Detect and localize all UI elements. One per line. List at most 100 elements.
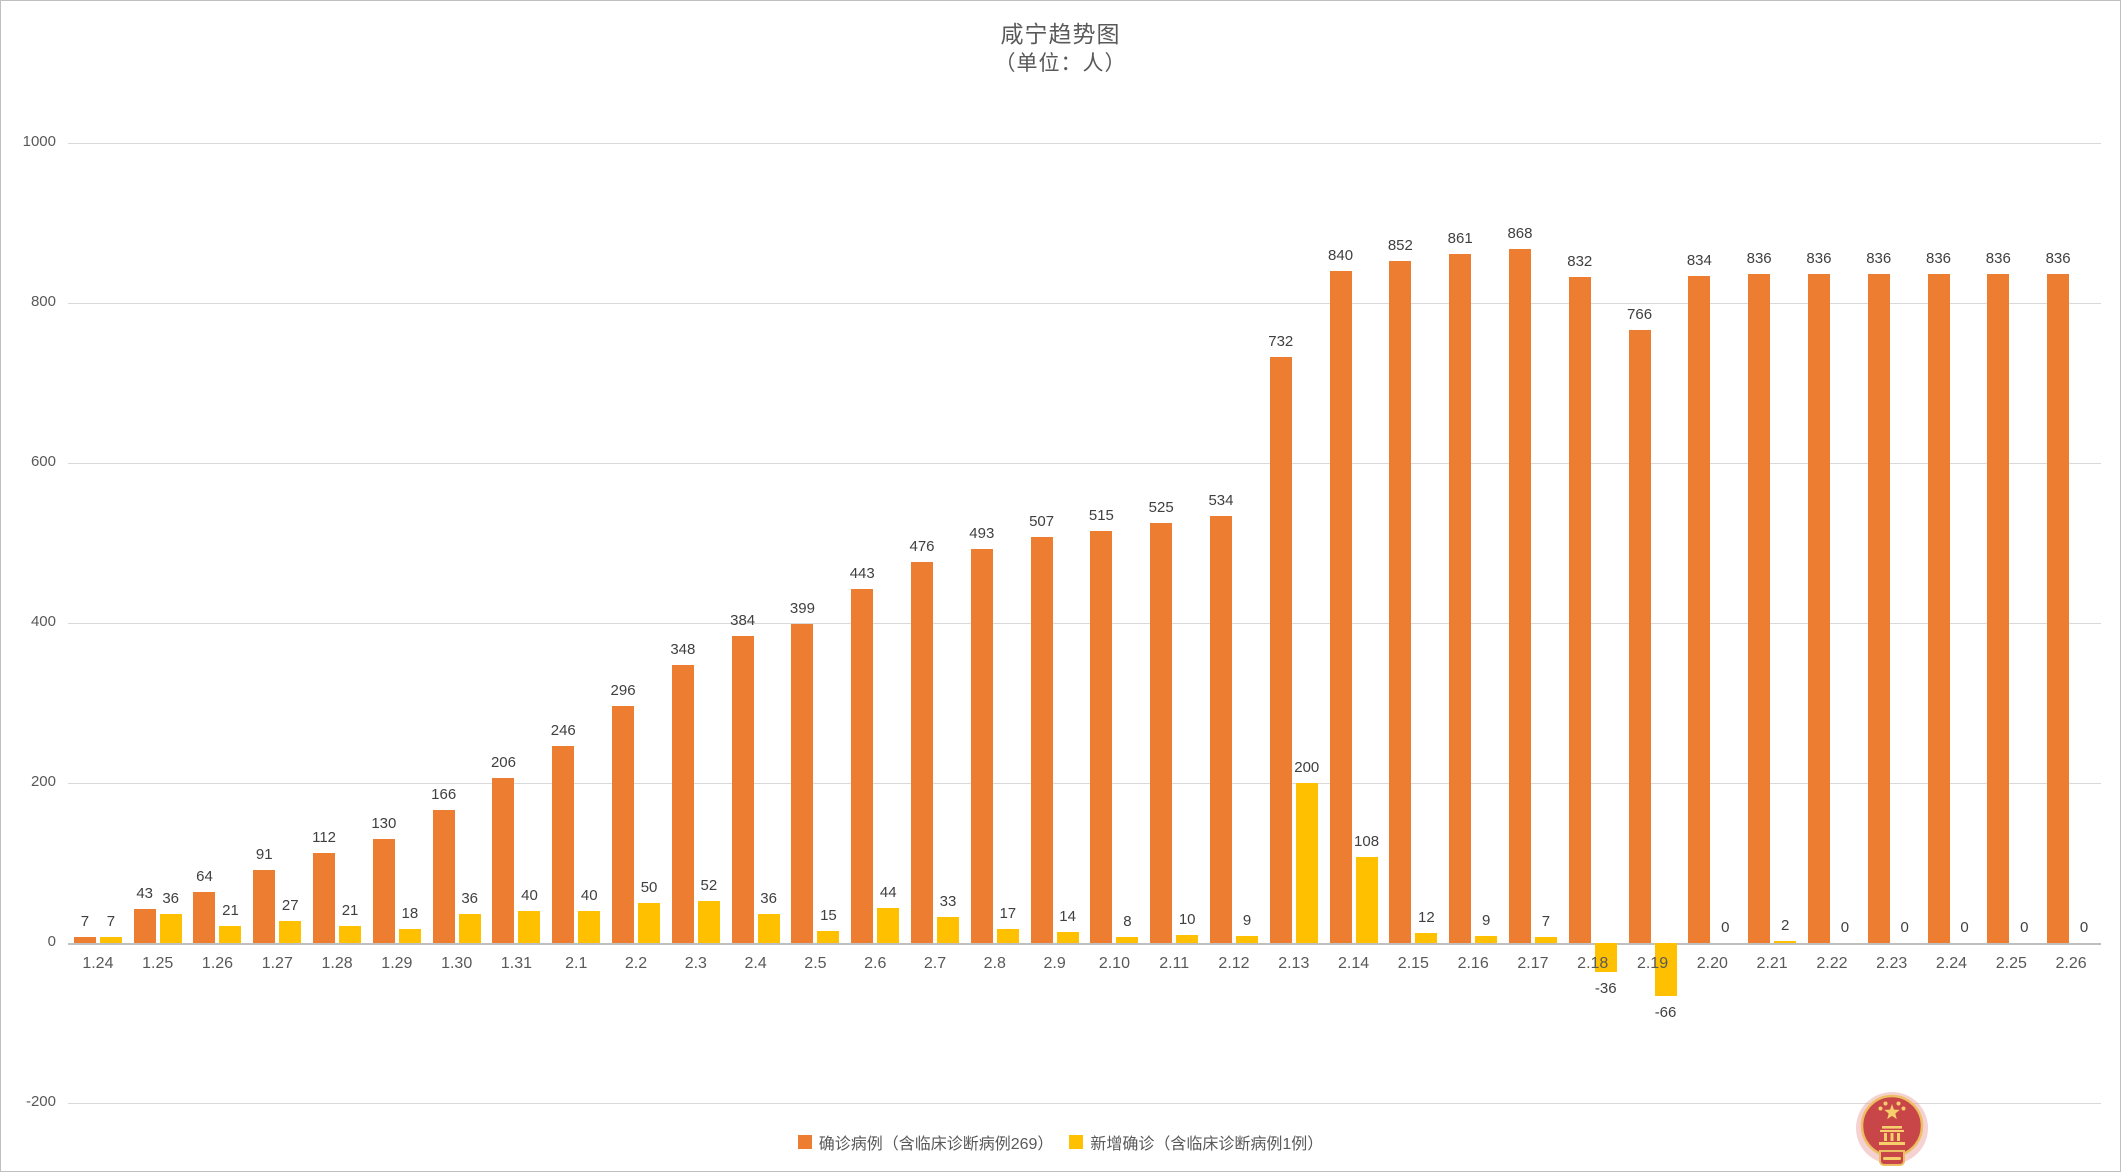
bar-series1-1.29 xyxy=(372,839,395,943)
x-axis-label-2.10: 2.10 xyxy=(1098,955,1130,972)
value-label-series1-2.3: 348 xyxy=(670,640,696,658)
x-axis-label-2.23: 2.23 xyxy=(1876,955,1908,972)
value-label-series1-2.4: 384 xyxy=(730,611,756,629)
bar-series1-2.16 xyxy=(1449,254,1472,943)
value-label-series2-1.30: 36 xyxy=(461,890,478,908)
x-axis-label-2.17: 2.17 xyxy=(1517,955,1549,972)
bar-series2-2.8 xyxy=(996,929,1019,943)
bar-series2-2.13 xyxy=(1295,783,1318,943)
x-axis-label-2.20: 2.20 xyxy=(1696,955,1728,972)
legend-item-series1: 确诊病例（含临床诊断病例269） xyxy=(797,1130,1054,1154)
bar-series2-2.16 xyxy=(1475,935,1498,943)
bar-series2-2.5 xyxy=(817,931,840,943)
bar-series2-2.6 xyxy=(877,907,900,943)
bar-series2-1.30 xyxy=(458,914,481,943)
x-axis-label-2.22: 2.22 xyxy=(1816,955,1848,972)
value-label-series1-1.30: 166 xyxy=(431,786,457,804)
bar-series2-1.29 xyxy=(398,928,421,943)
y-axis-label-0: 0 xyxy=(47,933,56,950)
bar-series1-1.27 xyxy=(253,870,276,943)
bar-series1-2.18 xyxy=(1568,277,1591,943)
bar-series1-2.24 xyxy=(1927,274,1950,943)
y-axis-label-400: 400 xyxy=(30,613,56,630)
bar-series1-2.8 xyxy=(970,548,993,943)
bar-series1-2.7 xyxy=(911,562,933,943)
bar-series2-2.11 xyxy=(1176,935,1199,943)
value-label-series2-2.15: 12 xyxy=(1418,909,1435,927)
x-axis-label-2.21: 2.21 xyxy=(1756,955,1788,972)
chart-subtitle: （单位：人） xyxy=(994,52,1127,75)
value-label-series2-2.22: 0 xyxy=(1840,919,1850,936)
bar-series1-2.26 xyxy=(2047,274,2070,943)
bar-series1-1.24 xyxy=(73,937,96,943)
x-axis-label-2.7: 2.7 xyxy=(923,955,947,972)
value-label-series2-2.1: 40 xyxy=(580,887,598,904)
value-label-series2-2.3: 52 xyxy=(700,877,718,895)
value-label-series2-2.26: 0 xyxy=(2079,919,2089,936)
legend-label: 确诊病例（含临床诊断病例269） xyxy=(818,1136,1054,1153)
value-label-series2-2.9: 14 xyxy=(1059,907,1076,925)
value-label-series2-2.11: 10 xyxy=(1178,911,1196,928)
gridline-800 xyxy=(68,303,2101,304)
value-label-series2-1.28: 21 xyxy=(341,902,359,920)
legend-label: 新增确诊（含临床诊断病例1例） xyxy=(1090,1136,1324,1153)
value-label-series1-1.29: 130 xyxy=(371,815,397,832)
value-label-series1-2.20: 834 xyxy=(1686,251,1712,269)
value-label-series1-2.18: 832 xyxy=(1567,253,1593,271)
x-axis-label-1.26: 1.26 xyxy=(201,955,234,972)
value-label-series2-2.19: -66 xyxy=(1654,1003,1677,1021)
value-label-series2-2.10: 8 xyxy=(1123,912,1132,930)
x-axis-label-2.9: 2.9 xyxy=(1043,955,1066,972)
value-label-series2-1.26: 21 xyxy=(222,902,239,920)
bar-series2-2.12 xyxy=(1235,935,1258,943)
value-label-series1-1.24: 7 xyxy=(80,913,90,931)
value-label-series2-2.24: 0 xyxy=(1960,919,1969,936)
bar-series1-2.22 xyxy=(1807,274,1830,943)
gridline-600 xyxy=(68,463,2101,464)
value-label-series2-2.7: 33 xyxy=(939,892,957,910)
x-axis-label-2.15: 2.15 xyxy=(1397,955,1429,972)
x-axis-line xyxy=(68,943,2101,945)
value-label-series1-2.26: 836 xyxy=(2045,250,2071,268)
bar-series1-2.1 xyxy=(552,746,575,943)
legend-item-series2: 新增确诊（含临床诊断病例1例） xyxy=(1069,1130,1323,1154)
value-label-series1-2.17: 868 xyxy=(1507,224,1533,242)
bar-series2-1.27 xyxy=(279,921,302,943)
value-label-series2-2.12: 9 xyxy=(1242,911,1252,929)
value-label-series1-2.21: 836 xyxy=(1746,250,1772,268)
value-label-series1-2.1: 246 xyxy=(550,722,576,740)
x-axis-label-2.11: 2.11 xyxy=(1159,955,1190,972)
bar-series1-2.19 xyxy=(1628,330,1651,943)
value-label-series1-1.26: 64 xyxy=(196,867,213,885)
value-label-series2-2.8: 17 xyxy=(999,905,1017,923)
x-axis-label-2.19: 2.19 xyxy=(1636,955,1669,972)
value-label-series1-2.19: 766 xyxy=(1627,306,1653,324)
bar-series1-2.17 xyxy=(1508,248,1531,943)
x-axis-label-2.25: 2.25 xyxy=(1995,955,2027,972)
x-axis-label-1.24: 1.24 xyxy=(82,955,114,972)
legend-swatch-icon xyxy=(1069,1135,1084,1149)
bar-series1-2.23 xyxy=(1867,274,1890,943)
value-label-series1-2.6: 443 xyxy=(849,564,875,582)
bar-series2-1.28 xyxy=(339,926,362,943)
bar-series1-1.28 xyxy=(313,853,336,943)
value-label-series1-2.13: 732 xyxy=(1268,333,1294,351)
x-axis-label-2.14: 2.14 xyxy=(1337,955,1370,972)
value-label-series2-2.20: 0 xyxy=(1721,919,1730,936)
bar-series2-2.21 xyxy=(1774,941,1797,943)
value-label-series1-2.23: 836 xyxy=(1866,250,1892,268)
bar-series1-2.10 xyxy=(1090,531,1113,943)
value-label-series2-2.14: 108 xyxy=(1354,832,1380,850)
bar-series1-2.14 xyxy=(1329,271,1352,943)
value-label-series1-2.2: 296 xyxy=(610,682,636,700)
value-label-series2-1.27: 27 xyxy=(281,897,299,915)
y-axis-label--200: -200 xyxy=(25,1093,56,1110)
x-axis-label-2.13: 2.13 xyxy=(1278,955,1310,972)
value-label-series2-2.16: 9 xyxy=(1481,911,1491,929)
y-axis-label-600: 600 xyxy=(30,453,56,470)
value-label-series1-2.24: 836 xyxy=(1925,250,1952,268)
bar-series1-2.25 xyxy=(1987,274,2010,943)
bar-series1-2.3 xyxy=(671,664,694,943)
legend: 确诊病例（含临床诊断病例269） 新增确诊（含临床诊断病例1例） xyxy=(1,1130,2120,1154)
y-axis-label-800: 800 xyxy=(30,293,56,310)
